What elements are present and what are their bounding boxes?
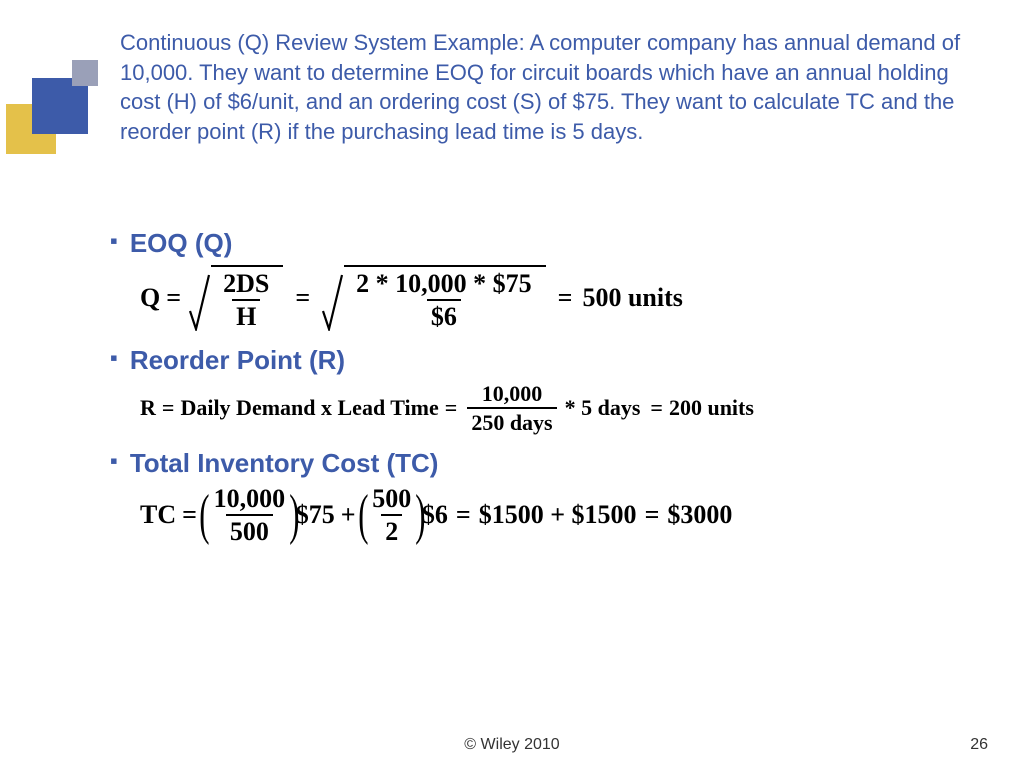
bullet-tc: ▪ Total Inventory Cost (TC) — [110, 448, 984, 479]
copyright-footer: © Wiley 2010 — [0, 736, 1024, 754]
eq-result: 200 units — [669, 395, 754, 421]
eq-mid: $1500 + $1500 — [479, 500, 637, 530]
numerator: 500 — [368, 485, 415, 514]
deco-square-gray — [72, 60, 98, 86]
denominator: 500 — [226, 514, 273, 545]
left-paren-icon: ( — [199, 490, 209, 540]
eq-mult: $75 — [296, 500, 335, 530]
eq-equals: = — [456, 500, 471, 530]
eq-result: $3000 — [667, 500, 732, 530]
eq-equals: = — [445, 395, 458, 421]
eq-lhs: R — [140, 395, 156, 421]
slide-title: Continuous (Q) Review System Example: A … — [120, 28, 984, 147]
fraction: 500 2 — [368, 485, 415, 546]
eq-plus: + — [341, 500, 356, 530]
bullet-label: Reorder Point (R) — [130, 345, 345, 376]
sqrt-body: 2DS H — [211, 265, 283, 331]
bullet-marker-icon: ▪ — [110, 448, 118, 473]
bullet-marker-icon: ▪ — [110, 228, 118, 253]
eq-equals: = — [650, 395, 663, 421]
eq-equals: = — [295, 283, 310, 313]
bullet-reorder: ▪ Reorder Point (R) — [110, 345, 984, 376]
bullet-label: EOQ (Q) — [130, 228, 233, 259]
bullet-marker-icon: ▪ — [110, 345, 118, 370]
numerator: 2 * 10,000 * $75 — [352, 270, 536, 299]
eq-result: 500 units — [582, 283, 682, 313]
eq-equals: = — [182, 500, 197, 530]
eq-mult: $6 — [422, 500, 448, 530]
denominator: 2 — [381, 514, 402, 545]
eq-equals: = — [558, 283, 573, 313]
numerator: 10,000 — [478, 382, 547, 407]
fraction: 10,000 250 days — [467, 382, 556, 434]
eq-equals: = — [162, 395, 175, 421]
denominator: 250 days — [467, 407, 556, 434]
eq-mult: * 5 days — [565, 395, 641, 421]
sqrt-body: 2 * 10,000 * $75 $6 — [344, 265, 546, 331]
deco-square-blue — [32, 78, 88, 134]
sqrt-symbolic: 2DS H — [189, 265, 283, 331]
radical-icon — [322, 265, 344, 331]
eq-equals: = — [645, 500, 660, 530]
numerator: 2DS — [219, 270, 273, 299]
paren-group-2: ( 500 2 ) — [362, 485, 422, 546]
fraction: 10,000 500 — [210, 485, 290, 546]
left-paren-icon: ( — [358, 490, 368, 540]
equation-tc: TC = ( 10,000 500 ) $75 + ( 500 2 ) $6 =… — [140, 485, 984, 546]
numerator: 10,000 — [210, 485, 290, 514]
right-paren-icon: ) — [289, 490, 299, 540]
paren-group-1: ( 10,000 500 ) — [203, 485, 296, 546]
equation-reorder: R = Daily Demand x Lead Time = 10,000 25… — [140, 382, 984, 434]
right-paren-icon: ) — [415, 490, 425, 540]
page-number: 26 — [970, 736, 988, 754]
eq-lhs: TC — [140, 500, 176, 530]
denominator: H — [232, 299, 260, 330]
eq-desc: Daily Demand x Lead Time — [180, 395, 438, 421]
denominator: $6 — [427, 299, 461, 330]
eq-equals: = — [166, 283, 181, 313]
equation-eoq: Q = 2DS H = 2 * 10,000 * $75 $6 — [140, 265, 984, 331]
fraction: 2 * 10,000 * $75 $6 — [352, 270, 536, 331]
fraction: 2DS H — [219, 270, 273, 331]
bullet-label: Total Inventory Cost (TC) — [130, 448, 439, 479]
sqrt-numeric: 2 * 10,000 * $75 $6 — [322, 265, 546, 331]
eq-lhs: Q — [140, 283, 160, 313]
radical-icon — [189, 265, 211, 331]
title-decoration — [0, 60, 110, 170]
bullet-eoq: ▪ EOQ (Q) — [110, 228, 984, 259]
slide-content: ▪ EOQ (Q) Q = 2DS H = 2 * 10,000 * $75 — [110, 220, 984, 559]
